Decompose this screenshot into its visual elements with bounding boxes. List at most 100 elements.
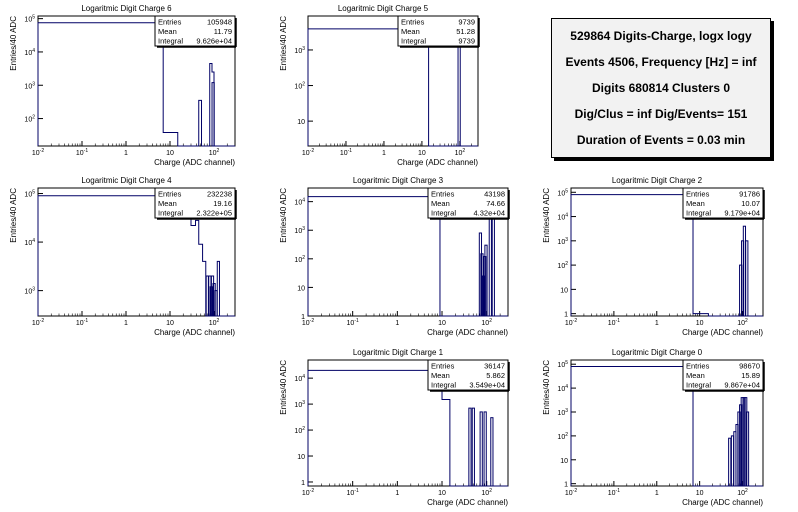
y-tick-label: 1 <box>301 480 305 487</box>
histogram-bin <box>490 417 494 487</box>
x-tick-label: 102 <box>481 488 492 497</box>
histogram-title: Logaritmic Digit Charge 1 <box>353 348 444 357</box>
x-tick-label: 10 <box>166 150 174 157</box>
stats-value: 98670 <box>739 362 760 371</box>
stats-key: Mean <box>686 199 705 208</box>
y-axis-label: Entries/40 ADC <box>9 188 18 243</box>
summary-digits-charge: 529864 Digits-Charge, logx logy <box>570 29 752 43</box>
y-tick-label: 103 <box>294 400 305 409</box>
x-tick-label: 102 <box>481 318 492 327</box>
stats-key: Entries <box>158 18 182 27</box>
run-summary-box: 529864 Digits-Charge, logx logy Events 4… <box>551 18 771 158</box>
stats-key: Mean <box>158 27 177 36</box>
histogram-bin <box>479 411 483 487</box>
histogram-bin <box>483 411 487 487</box>
x-tick-label: 102 <box>737 318 748 327</box>
histogram-outline <box>37 22 235 147</box>
histogram-bin <box>216 260 220 317</box>
x-tick-label: 10-1 <box>347 318 359 327</box>
histogram-bin <box>728 437 732 487</box>
stats-box <box>154 15 236 47</box>
x-tick-label: 10-1 <box>340 148 352 157</box>
x-tick-label: 10-1 <box>76 318 88 327</box>
y-tick-label: 104 <box>294 198 305 207</box>
y-tick-label: 103 <box>294 226 305 235</box>
y-tick-label: 102 <box>24 115 35 124</box>
histogram-title: Logaritmic Digit Charge 6 <box>81 4 172 13</box>
y-tick-label: 102 <box>294 82 305 91</box>
stats-box <box>154 187 236 219</box>
y-tick-label: 105 <box>24 190 35 199</box>
histogram-bin <box>205 275 209 317</box>
stats-value: 36147 <box>484 362 505 371</box>
x-tick-label: 1 <box>395 490 399 497</box>
x-tick-label: 10-1 <box>76 148 88 157</box>
y-tick-label: 104 <box>557 213 568 222</box>
stats-key: Integral <box>401 37 426 46</box>
histogram-title: Logaritmic Digit Charge 4 <box>81 176 172 185</box>
stats-key: Entries <box>401 18 425 27</box>
stats-key: Entries <box>686 190 710 199</box>
y-tick-label: 105 <box>24 15 35 24</box>
stats-key: Mean <box>158 199 177 208</box>
y-axis-label: Entries/40 ADC <box>279 16 288 71</box>
histogram-bin <box>742 397 746 487</box>
y-tick-label: 102 <box>557 432 568 441</box>
x-tick-label: 10-2 <box>302 148 314 157</box>
x-tick-label: 10-1 <box>608 488 620 497</box>
stats-box <box>682 187 764 219</box>
histogram-charge6: Logaritmic Digit Charge 6 Charge (ADC cha… <box>9 4 237 167</box>
stats-value: 51.28 <box>456 27 475 36</box>
stats-value: 9739 <box>458 18 475 27</box>
y-axis-label: Entries/40 ADC <box>542 188 551 243</box>
x-tick-label: 10 <box>438 490 446 497</box>
x-tick-label: 10 <box>418 150 426 157</box>
histogram-title: Logaritmic Digit Charge 5 <box>338 4 429 13</box>
x-axis-label: Charge (ADC channel) <box>397 158 478 167</box>
summary-digits-clusters: Digits 680814 Clusters 0 <box>591 81 731 95</box>
x-tick-label: 1 <box>124 150 128 157</box>
y-tick-label: 102 <box>294 426 305 435</box>
x-tick-label: 10-2 <box>565 488 577 497</box>
y-tick-label: 103 <box>24 287 35 296</box>
stats-key: Integral <box>158 209 183 218</box>
y-tick-label: 103 <box>557 237 568 246</box>
histogram-bin <box>730 435 735 487</box>
y-axis-label: Entries/40 ADC <box>9 16 18 71</box>
y-axis-label: Entries/40 ADC <box>279 188 288 243</box>
stats-value: 9.626e+04 <box>196 37 232 46</box>
x-tick-label: 10 <box>696 490 704 497</box>
y-tick-label: 103 <box>557 408 568 417</box>
y-tick-label: 103 <box>294 46 305 55</box>
histogram-bin <box>484 244 488 317</box>
stats-key: Entries <box>158 190 182 199</box>
x-axis-label: Charge (ADC channel) <box>682 498 763 507</box>
x-tick-label: 10-2 <box>565 318 577 327</box>
stats-key: Mean <box>401 27 420 36</box>
summary-events-frequency: Events 4506, Frequency [Hz] = inf <box>565 55 757 69</box>
stats-key: Mean <box>431 371 450 380</box>
stats-box <box>427 187 509 219</box>
stats-value: 9.867e+04 <box>724 381 760 390</box>
y-axis-label: Entries/40 ADC <box>542 360 551 415</box>
stats-key: Integral <box>431 381 456 390</box>
y-tick-label: 1 <box>301 314 305 321</box>
histogram-title: Logaritmic Digit Charge 3 <box>353 176 444 185</box>
y-tick-label: 10 <box>297 285 305 292</box>
summary-dig-per-clus: Dig/Clus = inf Dig/Events= 151 <box>574 107 748 121</box>
summary-duration: Duration of Events = 0.03 min <box>576 133 746 147</box>
x-tick-label: 10 <box>166 320 174 327</box>
histogram-bin <box>745 411 750 487</box>
x-tick-label: 1 <box>395 320 399 327</box>
x-tick-label: 1 <box>382 150 386 157</box>
y-axis-label: Entries/40 ADC <box>279 360 288 415</box>
x-axis-label: Charge (ADC channel) <box>154 328 235 337</box>
histogram-bin <box>745 240 749 317</box>
histogram-charge4: Logaritmic Digit Charge 4 Charge (ADC cha… <box>9 176 237 337</box>
x-tick-label: 102 <box>209 318 220 327</box>
x-tick-label: 10-2 <box>32 318 44 327</box>
histogram-bin <box>471 407 475 487</box>
y-tick-label: 10 <box>560 458 568 465</box>
stats-value: 232238 <box>207 190 232 199</box>
